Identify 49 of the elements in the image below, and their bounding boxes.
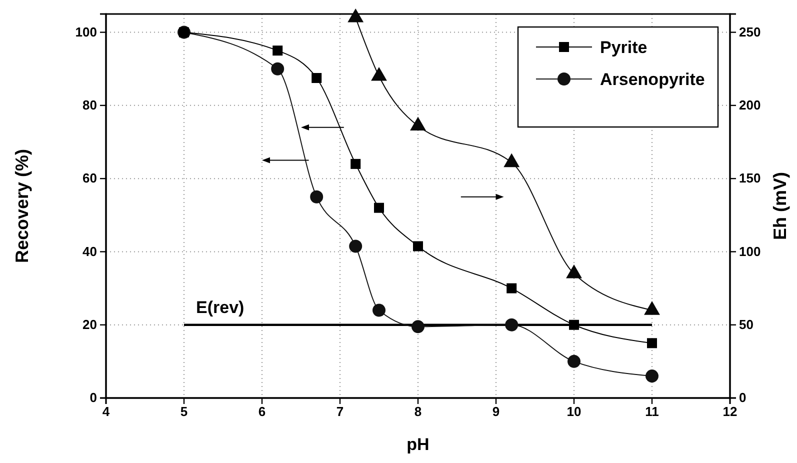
point [504, 153, 520, 168]
legend-label: Arsenopyrite [600, 70, 705, 89]
y-tick-label: 20 [82, 317, 97, 332]
y-tick-label: 100 [75, 24, 97, 40]
y2-tick-label: 50 [739, 317, 754, 332]
point [410, 116, 426, 131]
point [566, 264, 582, 278]
y-tick-label: 60 [82, 170, 97, 186]
point [506, 283, 517, 294]
x-tick-label: 8 [414, 404, 422, 420]
y2-tick-label: 0 [739, 390, 746, 406]
x-tick-label: 10 [566, 404, 582, 420]
y-axis-title: Recovery (%) [12, 148, 32, 264]
y-tick-label: 0 [90, 390, 97, 406]
y2-tick-label: 150 [739, 170, 761, 186]
point [349, 240, 362, 253]
x-axis-title: pH [406, 435, 430, 454]
series-label: E(rev) [196, 298, 244, 317]
point [310, 190, 324, 204]
y-tick-label: 40 [82, 244, 97, 259]
x-tick-label: 7 [336, 404, 344, 420]
x-tick-label: 4 [102, 404, 110, 420]
x-tick-label: 5 [180, 404, 188, 420]
x-tick-label: 6 [258, 404, 266, 420]
x-tick-label: 11 [645, 404, 659, 420]
point [412, 320, 424, 334]
y2-tick-label: 100 [739, 244, 761, 259]
point [348, 8, 364, 22]
point [568, 354, 580, 368]
legend-label: Pyrite [600, 38, 648, 57]
point [374, 202, 384, 213]
y2-tick-label: 200 [739, 98, 761, 113]
point [644, 301, 660, 315]
x-tick-label: 9 [492, 404, 500, 420]
point [371, 66, 387, 81]
y2-tick-label: 250 [739, 24, 761, 40]
y2-axis-title: Eh (mV) [770, 172, 790, 240]
x-tick-label: 12 [722, 404, 738, 420]
point [271, 62, 284, 76]
point [272, 46, 283, 56]
point [647, 338, 657, 348]
point [312, 73, 322, 83]
point [372, 304, 386, 317]
point [350, 158, 361, 169]
y-tick-label: 80 [82, 98, 97, 113]
point [646, 370, 658, 383]
point [569, 320, 579, 330]
point [413, 241, 423, 252]
point [505, 318, 518, 332]
